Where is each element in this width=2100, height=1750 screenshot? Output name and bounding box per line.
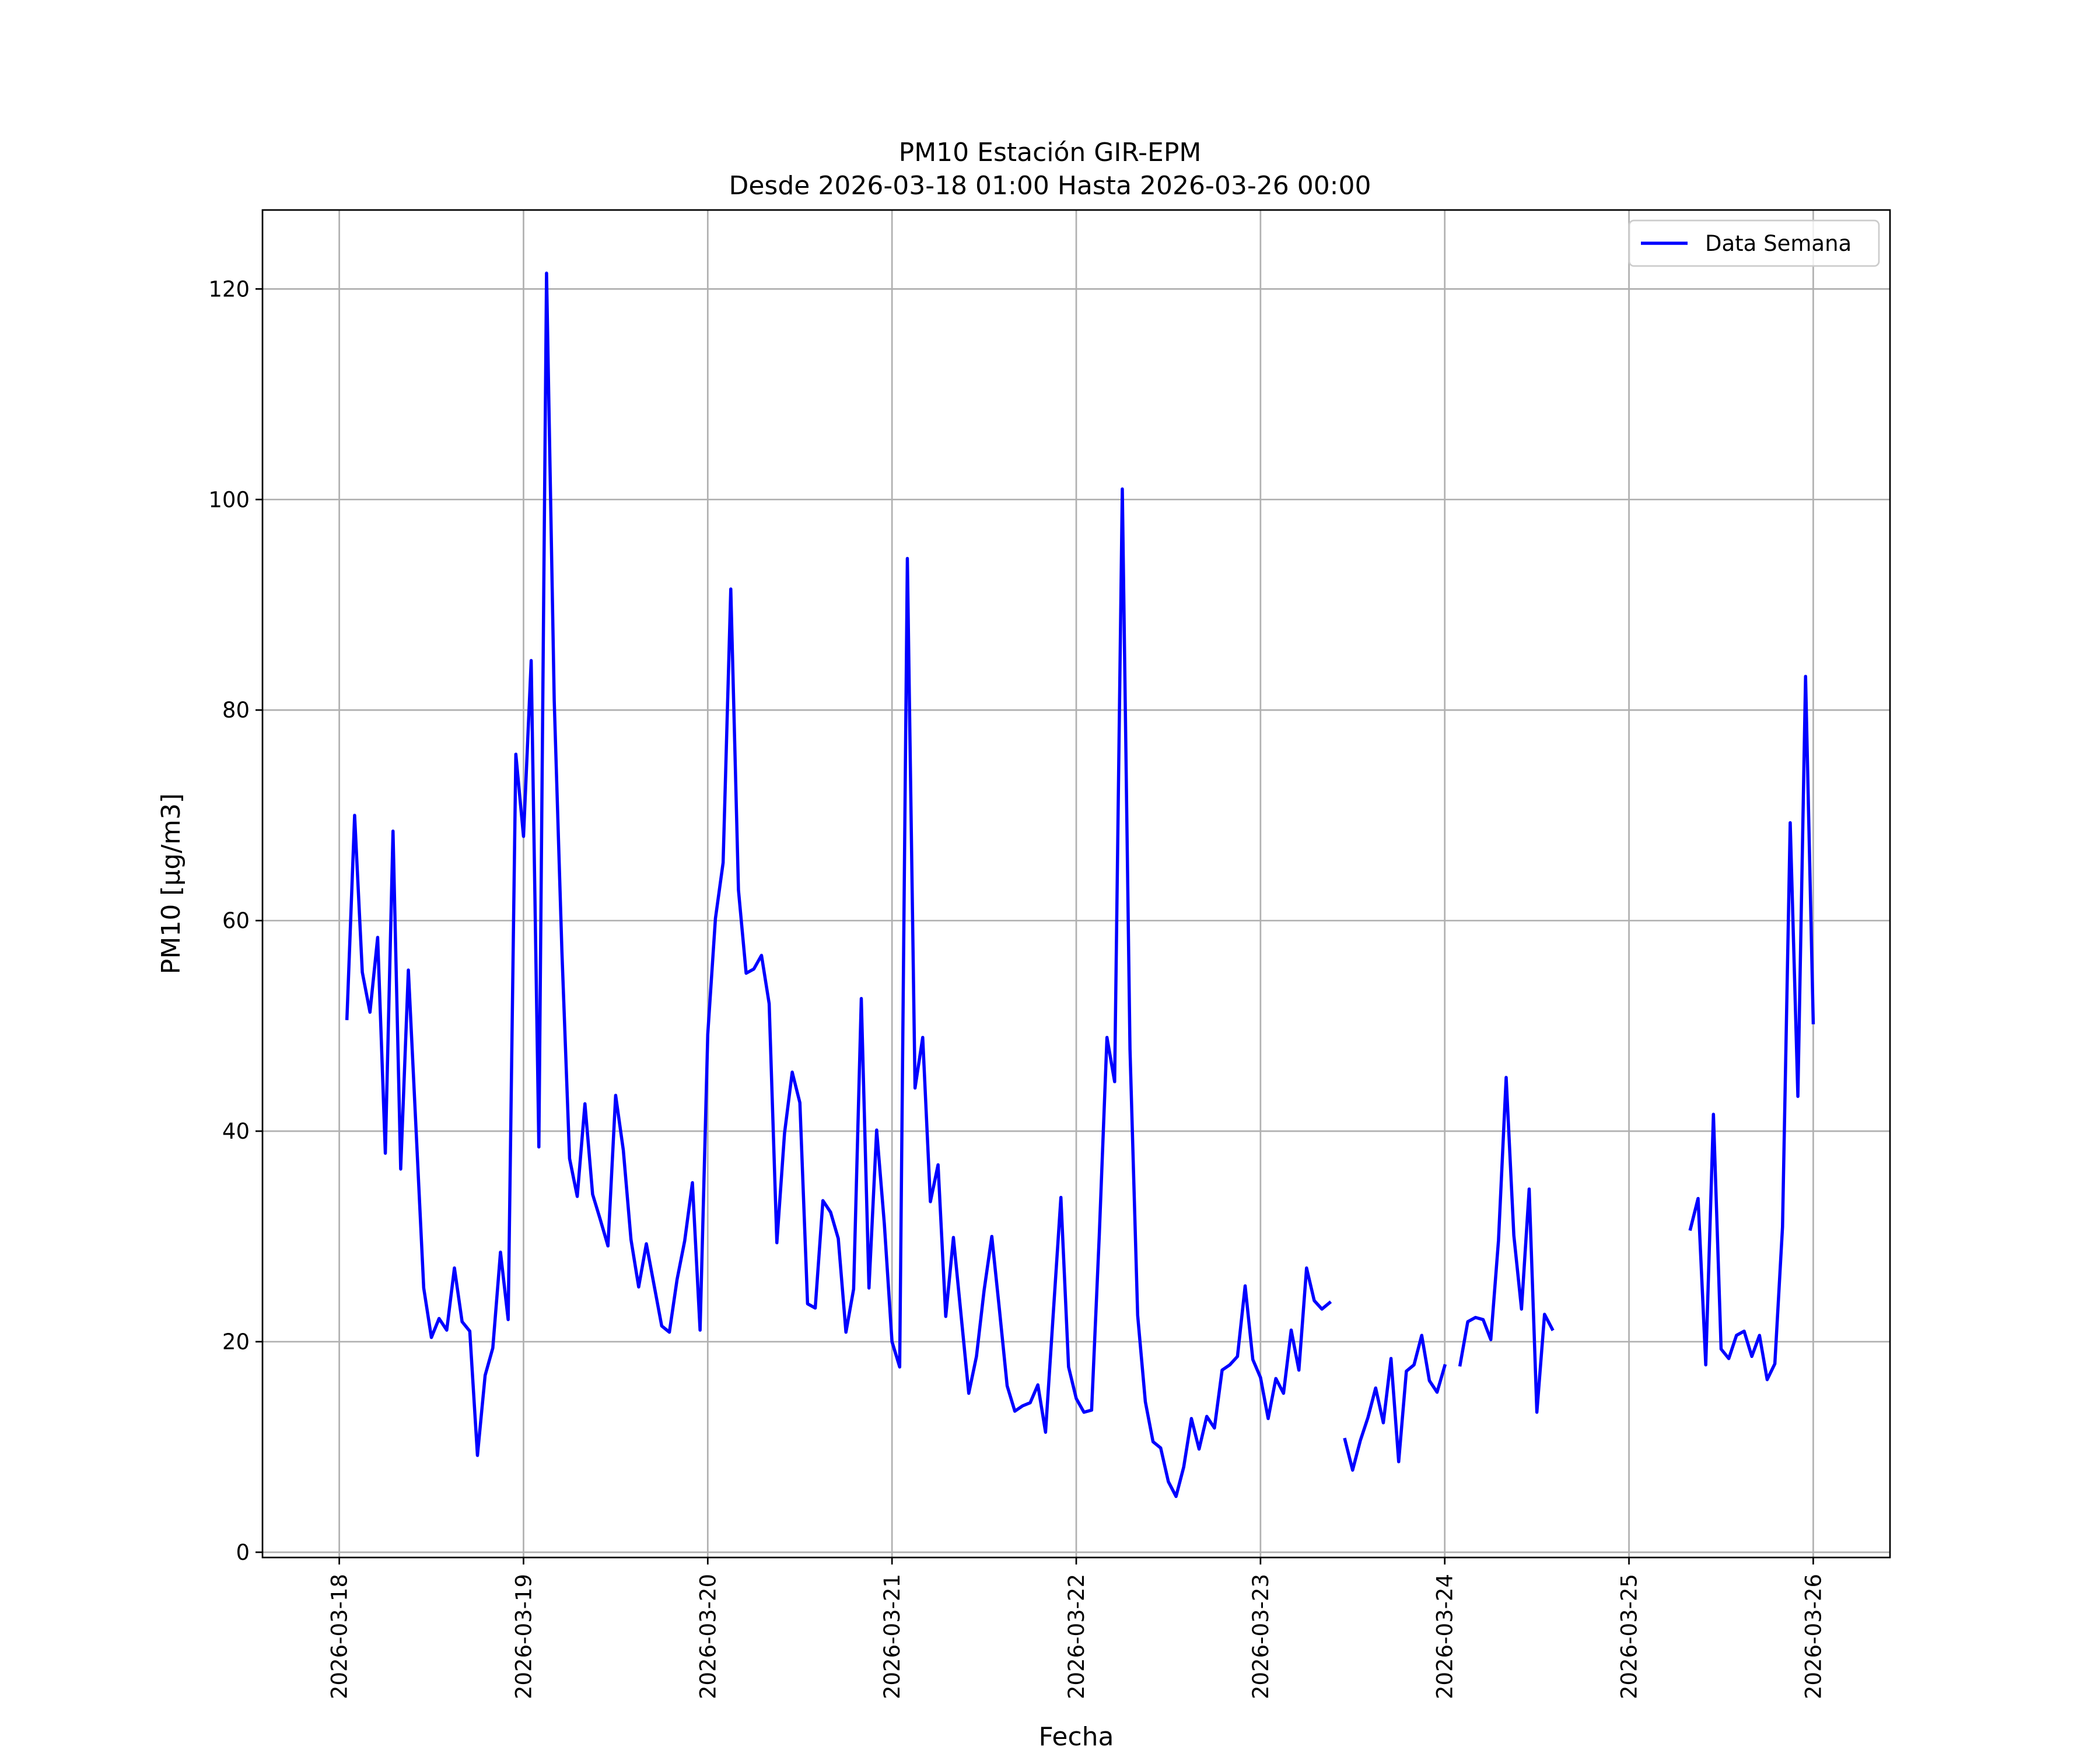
chart-subtitle: Desde 2026-03-18 01:00 Hasta 2026-03-26 … xyxy=(729,171,1371,201)
y-tick-label: 0 xyxy=(236,1540,250,1565)
x-tick-label: 2026-03-23 xyxy=(1248,1574,1273,1699)
legend-box xyxy=(1628,219,1880,267)
grid-lines xyxy=(262,210,1890,1558)
axis-ticks: 2026-03-18 2026-03-19 2026-03-20 2026-03-21… xyxy=(208,276,1826,1699)
y-tick-label: 80 xyxy=(222,698,250,723)
y-tick-label: 60 xyxy=(222,908,250,933)
series-line-segment xyxy=(1458,1076,1555,1414)
series-line-segment xyxy=(1343,1334,1447,1472)
x-tick-label: 2026-03-18 xyxy=(327,1574,352,1699)
series-line-segment xyxy=(345,271,1332,1499)
series-line-segment xyxy=(1688,674,1815,1381)
y-tick-label: 20 xyxy=(222,1329,250,1354)
x-tick-label: 2026-03-25 xyxy=(1617,1574,1642,1699)
x-tick-label: 2026-03-21 xyxy=(880,1574,905,1699)
x-tick-label: 2026-03-22 xyxy=(1064,1574,1089,1699)
legend: Data Semana xyxy=(1628,219,1880,267)
legend-entry-label: Data Semana xyxy=(1705,231,1852,256)
x-tick-label: 2026-03-19 xyxy=(511,1574,536,1699)
x-tick-label: 2026-03-24 xyxy=(1433,1574,1458,1699)
y-axis-label: PM10 [μg/m3] xyxy=(156,793,186,974)
y-tick-label: 40 xyxy=(222,1119,250,1144)
x-tick-label: 2026-03-20 xyxy=(695,1574,720,1699)
chart-title: PM10 Estación GIR-EPM xyxy=(899,138,1202,167)
series-lines xyxy=(345,271,1815,1499)
y-tick-label: 100 xyxy=(208,487,250,512)
y-tick-label: 120 xyxy=(208,276,250,302)
x-tick-label: 2026-03-26 xyxy=(1801,1574,1826,1699)
x-axis-label: Fecha xyxy=(1038,1722,1114,1750)
